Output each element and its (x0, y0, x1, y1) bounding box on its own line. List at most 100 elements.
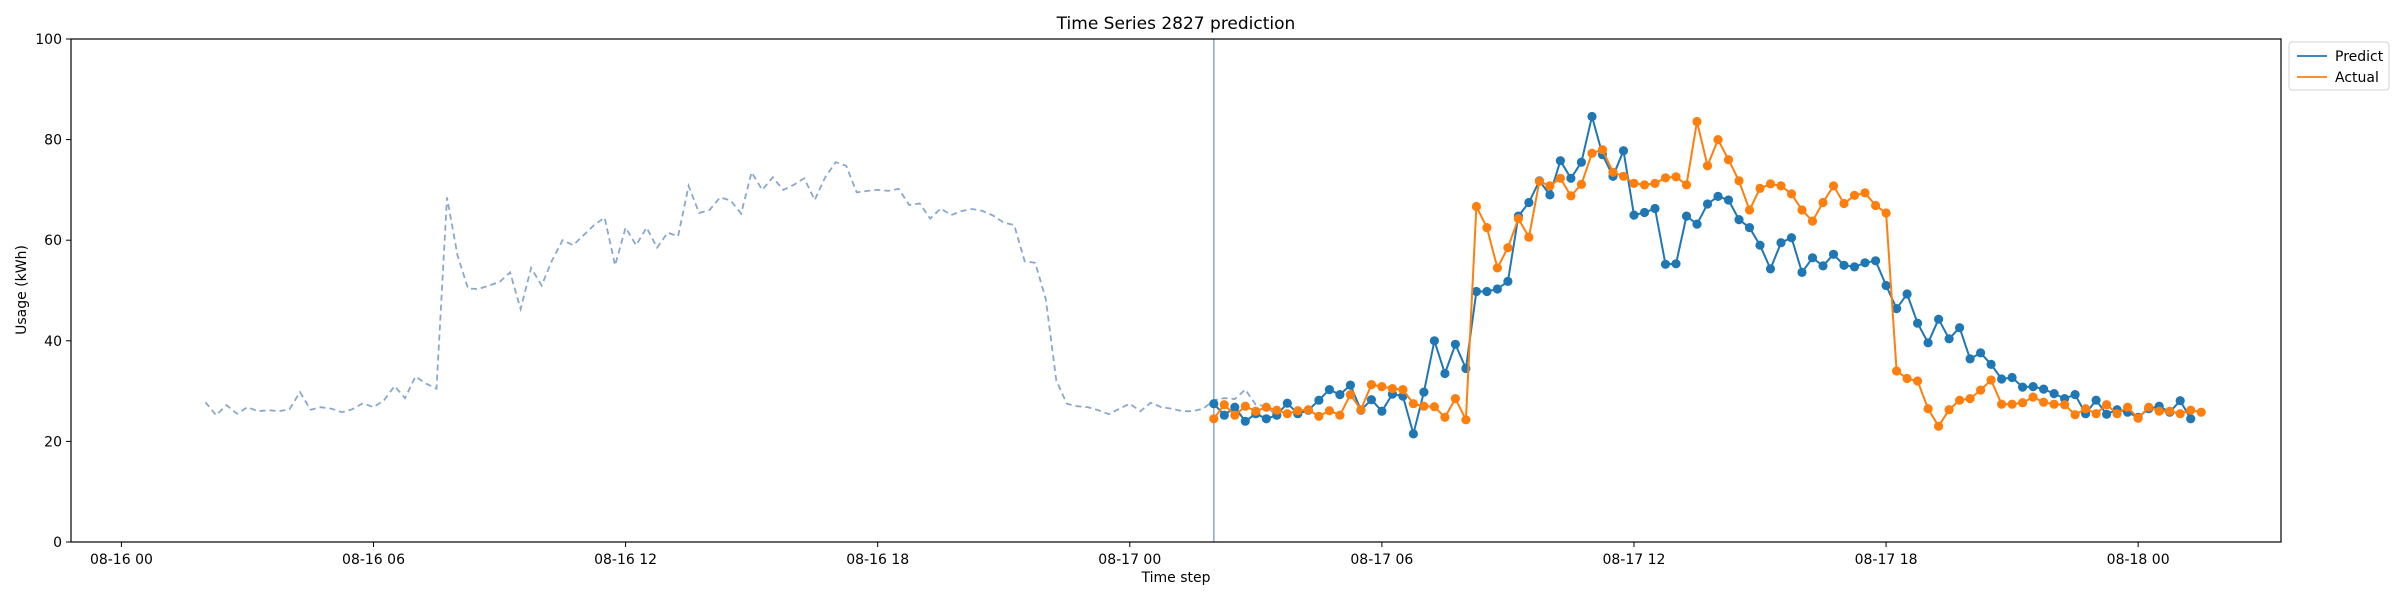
predict-point (1524, 197, 1534, 208)
actual-point (1314, 411, 1324, 421)
actual-point (1597, 145, 1608, 155)
actual-point (1965, 394, 1975, 404)
actual-point (1765, 179, 1776, 189)
actual-point (2154, 406, 2164, 416)
predict-point (2049, 389, 2059, 399)
predict-point (1650, 203, 1660, 214)
y-tick-label: 20 (44, 434, 62, 450)
actual-point (1230, 410, 1240, 420)
predict-point (2018, 382, 2028, 392)
actual-point (1671, 172, 1681, 182)
predict-point (1786, 233, 1797, 243)
predict-point (1734, 215, 1744, 225)
actual-point (1492, 263, 1502, 273)
actual-point (1849, 190, 1860, 200)
actual-point (1534, 176, 1544, 186)
predict-point (1324, 385, 1334, 395)
y-tick-label: 60 (44, 233, 62, 249)
actual-point (1997, 399, 2007, 409)
history-line (204, 161, 1278, 417)
actual-point (1650, 178, 1660, 188)
predict-point (1230, 402, 1240, 412)
predict-point (1828, 249, 1839, 259)
predict-point (1807, 253, 1818, 263)
series-actual (1209, 116, 2206, 431)
actual-point (1408, 399, 1418, 409)
predict-point (1219, 410, 1229, 420)
predict-point (1692, 219, 1702, 229)
predict-point (1902, 289, 1912, 299)
actual-point (1566, 191, 1576, 201)
actual-point (1555, 173, 1565, 183)
predict-point (1377, 406, 1387, 416)
predict-point (1408, 429, 1418, 439)
x-tick-label: 08-16 06 (342, 552, 405, 568)
actual-point (1282, 409, 1292, 419)
predict-point (2091, 395, 2101, 405)
actual-point (1524, 232, 1534, 242)
predict-point (1818, 261, 1828, 271)
predict-point (2039, 384, 2049, 394)
predict-point (1629, 210, 1639, 220)
actual-point (1755, 183, 1765, 193)
actual-point (1356, 405, 1366, 415)
actual-point (1261, 402, 1271, 412)
actual-point (1976, 385, 1986, 395)
predict-point (1566, 173, 1576, 183)
predict-point (1839, 260, 1849, 270)
actual-point (1293, 406, 1303, 416)
predict-point (1618, 146, 1629, 156)
actual-point (2144, 402, 2154, 412)
predict-point (1429, 336, 1439, 346)
predict-point (1555, 156, 1565, 166)
predict-point (1797, 267, 1807, 277)
actual-point (1618, 171, 1629, 181)
actual-point (1440, 412, 1450, 422)
predict-point (2175, 396, 2185, 406)
legend-label-actual: Actual (2335, 70, 2379, 86)
actual-point (1923, 404, 1933, 414)
predict-point (1671, 259, 1681, 269)
predict-point (1744, 223, 1755, 233)
actual-point (1482, 223, 1492, 233)
actual-point (1702, 161, 1713, 171)
actual-point (1629, 178, 1639, 188)
actual-point (1587, 148, 1597, 158)
actual-point (2112, 409, 2122, 419)
predict-point (1681, 211, 1692, 221)
predict-point (1282, 398, 1292, 408)
actual-point (1209, 414, 1219, 424)
actual-point (1986, 375, 1996, 385)
predict-point (1892, 304, 1902, 314)
series-predict (1209, 111, 2196, 439)
actual-point (2049, 399, 2059, 409)
predict-point (1482, 286, 1492, 297)
actual-point (1324, 406, 1334, 416)
actual-point (2196, 407, 2206, 417)
x-tick-label: 08-17 00 (1098, 552, 1161, 568)
predict-point (1702, 199, 1713, 209)
actual-point (1513, 214, 1523, 224)
actual-point (1860, 188, 1870, 198)
predict-point (1261, 414, 1271, 424)
predict-point (1934, 314, 1944, 324)
actual-point (1902, 373, 1912, 384)
actual-point (1839, 198, 1849, 209)
actual-point (2175, 409, 2185, 419)
actual-point (1303, 405, 1313, 415)
predict-point (1240, 416, 1250, 426)
actual-point (1713, 135, 1723, 145)
predict-point (2070, 390, 2080, 400)
actual-point (1377, 382, 1387, 392)
x-tick-label: 08-17 18 (1855, 552, 1918, 568)
predict-point (1440, 368, 1450, 379)
actual-point (1818, 197, 1828, 208)
actual-point (2028, 392, 2038, 402)
actual-point (2186, 405, 2196, 415)
actual-point (1461, 415, 1471, 425)
actual-point (1419, 401, 1429, 411)
predict-point (1755, 240, 1765, 250)
predict-point (1871, 256, 1881, 266)
legend: Predict Actual (2288, 41, 2390, 91)
actual-point (1240, 401, 1250, 411)
